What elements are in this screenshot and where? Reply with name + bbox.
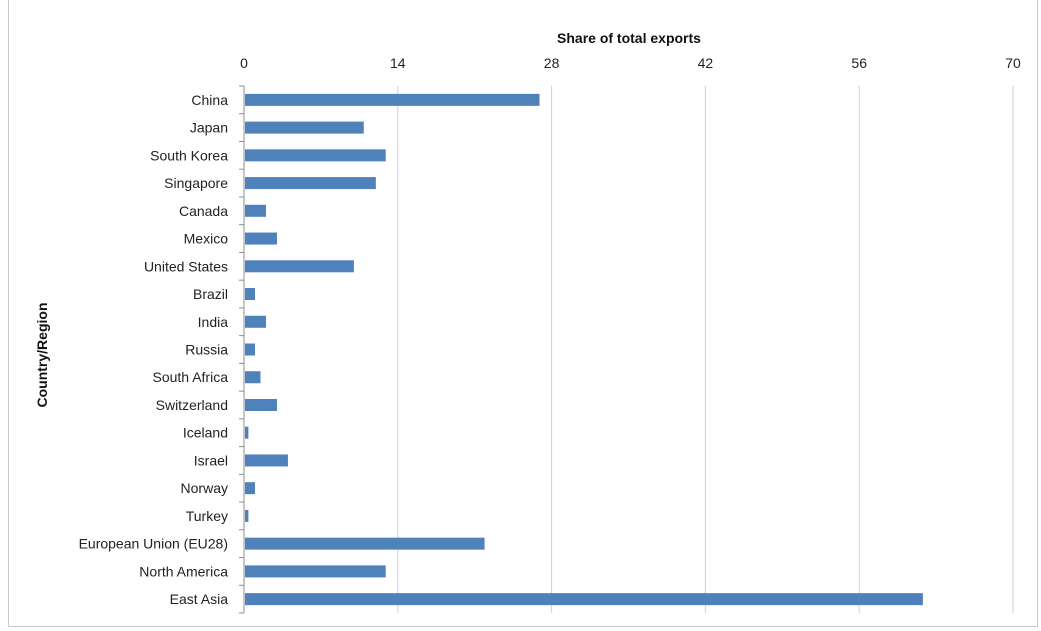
axes (239, 85, 245, 614)
y-tick-label: Japan (190, 120, 228, 136)
y-tick-label: East Asia (170, 591, 229, 607)
x-tick-label: 14 (390, 55, 406, 71)
bar (245, 593, 923, 606)
bar (245, 371, 261, 384)
y-tick-label: South Korea (150, 147, 228, 163)
x-axis-title: Share of total exports (557, 30, 701, 46)
x-tick-label: 42 (698, 55, 714, 71)
bar (245, 177, 376, 190)
y-tick-label: European Union (EU28) (79, 536, 228, 552)
bar (245, 565, 386, 578)
bar (245, 482, 255, 495)
y-tick-label: Iceland (183, 425, 228, 441)
y-tick-label: Brazil (193, 286, 228, 302)
bar (245, 93, 540, 106)
bar (245, 232, 277, 245)
y-tick-label: India (198, 314, 229, 330)
bar (245, 288, 255, 301)
x-tick-label: 70 (1005, 55, 1021, 71)
y-tick-label: Norway (181, 480, 228, 496)
y-tick-label: Canada (179, 203, 228, 219)
bar (245, 454, 288, 467)
y-tick-label: Singapore (164, 175, 228, 191)
chart-frame (8, 0, 1038, 627)
bar (245, 426, 249, 439)
y-tick-label: Mexico (184, 231, 229, 247)
y-tick-label: Russia (185, 342, 228, 358)
y-tick-label: Israel (194, 452, 228, 468)
y-tick-label: United States (144, 258, 228, 274)
bar (245, 260, 354, 273)
x-tick-label: 28 (544, 55, 560, 71)
bar (245, 398, 277, 411)
x-tick-label: 56 (851, 55, 867, 71)
tick-labels: 0 14 28 42 56 70 China Japan South Korea Singapor… (79, 55, 1021, 607)
y-tick-label: South Africa (153, 369, 229, 385)
y-tick-label: Turkey (186, 508, 228, 524)
bar (245, 537, 485, 550)
bars (245, 93, 923, 606)
y-axis-title: Country/Region (34, 303, 50, 408)
gridlines (397, 86, 1014, 613)
y-tick-label: Switzerland (156, 397, 228, 413)
y-tick-label: North America (139, 563, 228, 579)
bar (245, 315, 266, 328)
x-tick-label: 0 (240, 55, 248, 71)
bar (245, 509, 249, 522)
y-tick-label: China (191, 92, 228, 108)
bar (245, 149, 386, 162)
bar (245, 121, 364, 134)
bar (245, 343, 255, 356)
bar (245, 204, 266, 217)
